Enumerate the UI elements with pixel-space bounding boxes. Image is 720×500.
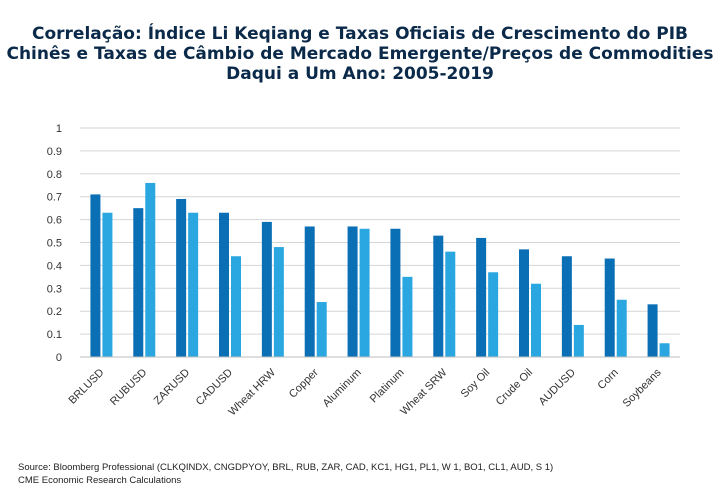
bar (231, 256, 241, 357)
bar (347, 226, 358, 357)
bar (476, 237, 487, 357)
source-line-2: CME Economic Research Calculations (18, 475, 182, 486)
x-tick-label: Copper (287, 366, 321, 400)
y-tick-label: 0.3 (47, 283, 62, 295)
chart-title-line-3: Daqui a Um Ano: 2005-2019 (226, 64, 494, 84)
x-tick-label: CADUSD (194, 367, 235, 408)
y-tick-label: 0.7 (47, 192, 62, 204)
source-note: Source: Bloomberg Professional (CLKQINDX… (18, 461, 553, 487)
bar (573, 324, 584, 357)
x-tick-label: Crude Oil (494, 367, 535, 408)
bar (390, 228, 401, 357)
bar (604, 258, 615, 357)
y-tick-label: 0 (56, 352, 62, 364)
x-tick-label: Aluminum (321, 367, 364, 410)
x-tick-label: Wheat HRW (226, 366, 278, 418)
bar (531, 283, 541, 357)
bar (316, 302, 327, 357)
bar (402, 276, 413, 357)
x-tick-label: Platinum (368, 367, 407, 406)
bar (145, 182, 156, 357)
x-tick-label: Corn (595, 367, 620, 392)
bar (90, 194, 101, 357)
bar (176, 198, 187, 357)
bar (616, 299, 627, 357)
bar (188, 212, 199, 357)
bar (659, 343, 670, 357)
bar (647, 304, 658, 357)
bar (102, 212, 113, 357)
x-tick-label: AUDUSD (537, 367, 578, 408)
bar (304, 226, 315, 357)
bar (273, 247, 284, 357)
chart-title-line-1: Correlação: Índice Li Keqiang e Taxas Of… (32, 24, 688, 44)
bar (219, 212, 229, 357)
x-tick-label: ZARUSD (152, 367, 193, 408)
y-tick-label: 0.5 (47, 238, 62, 250)
x-tick-label: Wheat SRW (398, 366, 450, 418)
chart-title-line-2: Chinês e Taxas de Câmbio de Mercado Emer… (6, 44, 714, 64)
bar (561, 256, 572, 357)
bar-chart: 0 0.1 0.2 0.3 0.4 0.5 0.6 0.7 0.8 0.9 1 BRLUSD RUBUS… (47, 123, 680, 418)
source-line-1: Source: Bloomberg Professional (CLKQINDX… (18, 462, 554, 473)
x-tick-label: BRLUSD (67, 367, 107, 407)
y-tick-label: 0.1 (47, 329, 62, 341)
x-tick-label: Soy Oil (459, 367, 493, 401)
y-tick-label: 1 (56, 123, 62, 135)
y-tick-label: 0.6 (47, 215, 62, 227)
bar (488, 272, 499, 357)
y-tick-label: 0.8 (47, 169, 62, 181)
bar (261, 221, 272, 357)
bar (359, 228, 370, 357)
bar (445, 251, 456, 357)
bar (133, 208, 144, 357)
bar (433, 235, 444, 357)
y-tick-label: 0.2 (47, 306, 62, 318)
x-tick-label: RUBUSD (108, 367, 149, 408)
chart-title: Correlação: Índice Li Keqiang e Taxas Of… (0, 24, 720, 84)
y-tick-label: 0.4 (47, 260, 62, 272)
bar (519, 249, 529, 357)
y-tick-label: 0.9 (47, 146, 62, 158)
x-tick-label: Soybeans (621, 366, 664, 409)
